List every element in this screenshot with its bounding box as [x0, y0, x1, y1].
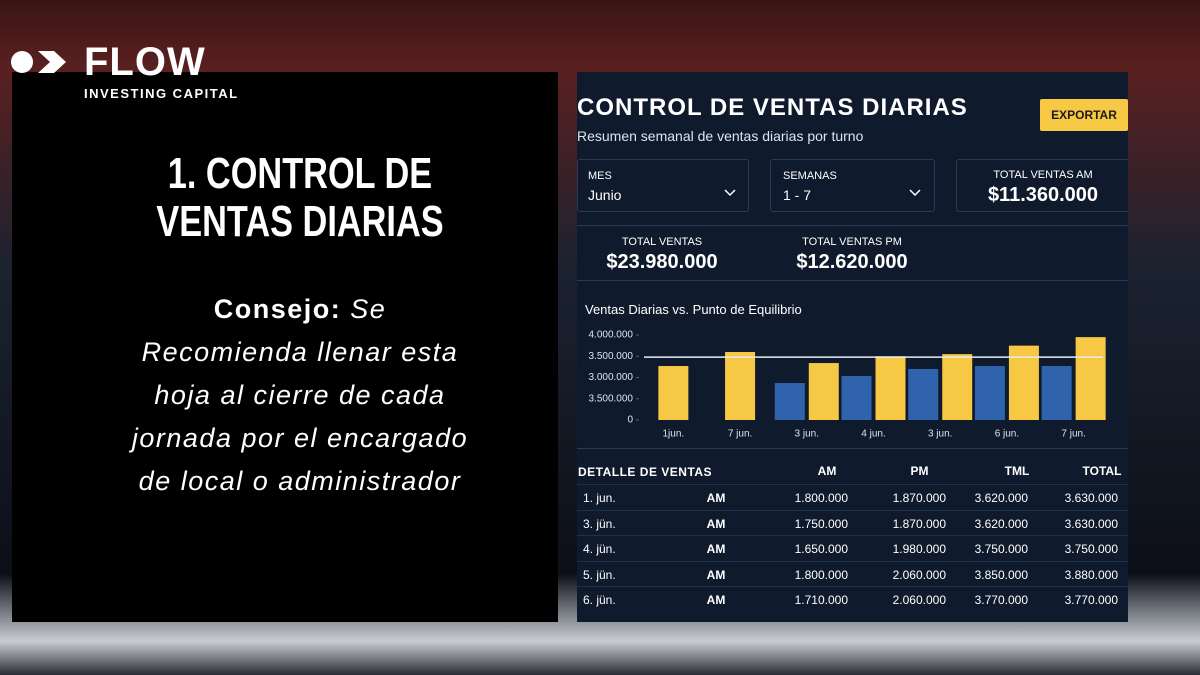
table-row: 4. jün. AM 1.650.000 1.980.000 3.750.000 3.75…: [577, 535, 1128, 561]
bar: [875, 356, 906, 420]
table-row: 6. jün. AM 1.710.000 2.060.000 3.770.000 3.77…: [577, 586, 1128, 612]
y-tick-label: 3.500.000: [589, 351, 634, 362]
bar: [658, 366, 689, 420]
table-cell: 1.980.000: [892, 542, 946, 556]
column-header: AM: [817, 464, 837, 478]
table-cell: 3.620.000: [974, 491, 1028, 505]
column-header: PM: [910, 464, 929, 478]
chevron: [909, 189, 921, 197]
dashboard-subtitle: Resumen semanal de ventas diarias por tu…: [577, 128, 864, 144]
table-row: 1. jun. AM 1.800.000 1.870.000 3.620.000 3.63…: [577, 484, 1128, 510]
bar: [841, 376, 872, 420]
y-tick-label: 3.500.000: [589, 393, 634, 404]
slide-title: 1. CONTROL DE VENTAS DIARIAS: [156, 149, 444, 246]
table-cell: AM: [706, 491, 726, 505]
x-tick-label: 7 jun.: [1061, 429, 1085, 440]
filter-month[interactable]: MES Junio: [577, 159, 749, 212]
table-cell: 2.060.000: [892, 567, 946, 582]
table-cell: 3.620.000: [974, 516, 1028, 531]
table-cell: 4. jün.: [583, 542, 616, 556]
filter-label: MES: [588, 170, 612, 182]
table-cell: 1.650.000: [794, 542, 848, 556]
table-cell: 3.630.000: [1064, 516, 1118, 531]
bar: [1075, 337, 1106, 420]
table-cell: 1.870.000: [892, 491, 946, 505]
table-cell: 3.850.000: [974, 567, 1028, 582]
logo-icon: [11, 51, 66, 73]
kpi-card: TOTAL VENTAS AM $11.360.000: [956, 159, 1128, 212]
chart-title: Ventas Diarias vs. Punto de Equilibrio: [585, 302, 802, 317]
table-cell: 1.710.000: [794, 593, 848, 607]
column-header: TOTAL: [1082, 464, 1122, 478]
filter-label: SEMANAS: [783, 170, 837, 182]
table-row: 3. jün. AM 1.750.000 1.870.000 3.620.000 3.63…: [577, 509, 1128, 536]
filter-value: 1 - 7: [783, 187, 812, 203]
filter-weeks[interactable]: SEMANAS 1 - 7: [770, 159, 935, 212]
table-row: 5. jün. AM 1.800.000 2.060.000 3.850.000 3.88…: [577, 560, 1128, 587]
chevron: [724, 189, 736, 197]
table-cell: 3.750.000: [974, 542, 1028, 556]
x-tick-label: 7 jun.: [728, 429, 752, 440]
y-tick-label: 4.000.000: [589, 330, 634, 341]
dashboard-title: CONTROL DE VENTAS DIARIAS: [577, 94, 968, 121]
table-cell: 1.750.000: [794, 516, 848, 531]
kpi-row: TOTAL VENTAS $23.980.000 TOTAL VENTAS PM…: [577, 225, 1128, 281]
kpi-label: TOTAL VENTAS PM: [802, 236, 902, 248]
table-cell: 1.800.000: [794, 567, 848, 582]
table-cell: 6. jün.: [583, 593, 616, 607]
export-button[interactable]: EXPORTAR: [1040, 99, 1128, 131]
bar: [1041, 366, 1072, 420]
bar: [808, 363, 839, 420]
tip-label: Consejo:: [213, 294, 342, 324]
kpi-card: TOTAL VENTAS $23.980.000: [587, 236, 737, 274]
x-tick-label: 4 jun.: [861, 429, 885, 440]
table-cell: 3.630.000: [1064, 491, 1118, 505]
table-cell: 2.060.000: [892, 593, 946, 607]
table-cell: AM: [706, 593, 726, 607]
table-cell: 1. jun.: [583, 491, 616, 505]
bar: [942, 354, 973, 420]
kpi-value: $23.980.000: [606, 251, 718, 273]
bar: [974, 366, 1005, 420]
table-cell: 3.770.000: [974, 593, 1028, 607]
table-title: DETALLE DE VENTAS: [578, 465, 713, 479]
column-header: TML: [1004, 464, 1030, 478]
kpi-label: TOTAL VENTAS: [621, 236, 703, 248]
filter-value: Junio: [588, 187, 622, 203]
table-cell: 3. jün.: [583, 516, 616, 531]
x-tick-label: 3 jun.: [795, 429, 819, 440]
bar: [908, 369, 939, 420]
bar: [774, 383, 805, 420]
x-tick-label: 6 jun.: [995, 429, 1019, 440]
table-cell: 1.870.000: [892, 516, 946, 531]
kpi-card: TOTAL VENTAS PM $12.620.000: [777, 236, 927, 274]
table-cell: 3.880.000: [1064, 567, 1118, 582]
table-cell: 1.800.000: [794, 491, 848, 505]
table-cell: 3.770.000: [1064, 593, 1118, 607]
dashboard: CONTROL DE VENTAS DIARIAS Resumen semana…: [577, 72, 1128, 622]
divider: [577, 448, 1128, 449]
x-tick-label: 3 jun.: [928, 429, 952, 440]
kpi-value: $12.620.000: [796, 251, 908, 273]
tip-text: Se Recomienda llenar esta hoja al cierre…: [131, 294, 469, 496]
table: DETALLE DE VENTAS AM PM TML TOTAL 1. jun. AM 1…: [577, 460, 1128, 622]
table-cell: AM: [706, 542, 726, 556]
table-cell: AM: [706, 516, 726, 531]
table-cell: AM: [706, 567, 726, 582]
chart: 4.000.000 3.500.000 3.000.000 3.500.000 0 1ju…: [589, 330, 1106, 440]
table-cell: 3.750.000: [1064, 542, 1118, 556]
logo-name: FLOW: [84, 40, 206, 84]
y-tick-label: 3.000.000: [589, 372, 634, 383]
bar: [1008, 345, 1039, 420]
kpi-label: TOTAL VENTAS AM: [993, 169, 1093, 181]
table-cell: 5. jün.: [583, 567, 616, 582]
logo-tagline: INVESTING CAPITAL: [84, 86, 239, 101]
y-tick-label: 0: [627, 415, 633, 426]
x-tick-label: 1jun.: [663, 429, 685, 440]
text-panel: [12, 72, 558, 622]
bar: [725, 352, 756, 420]
kpi-value: $11.360.000: [987, 184, 1099, 206]
tip: Consejo: Se Recomienda llenar esta hoja …: [130, 288, 470, 503]
